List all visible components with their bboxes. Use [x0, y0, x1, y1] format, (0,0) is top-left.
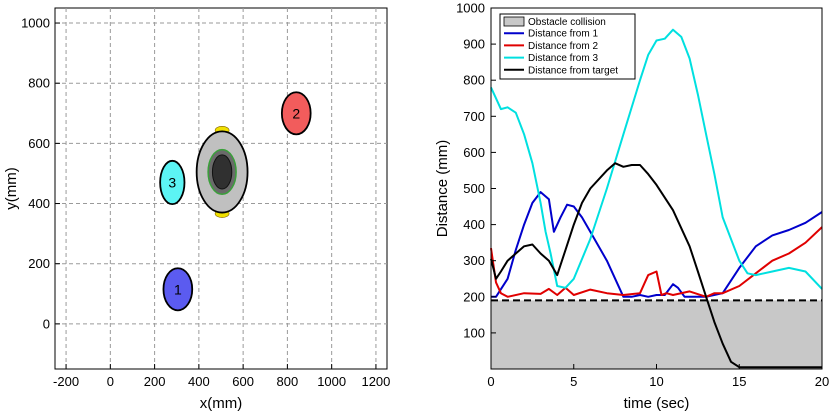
x-tick-label: 0	[107, 374, 114, 389]
y-tick-label: 0	[43, 316, 50, 331]
legend-obstacle-swatch	[503, 16, 525, 27]
robot-core	[211, 154, 233, 190]
series-distance-from-1	[491, 191, 823, 298]
x-tick-label: 800	[277, 374, 299, 389]
x-tick-label: -200	[53, 374, 79, 389]
distance-tick-label: 1000	[456, 1, 485, 16]
series-distance-from-2	[490, 226, 823, 298]
distance-tick-label: 200	[463, 289, 485, 304]
obstacle-collision-region	[491, 300, 822, 369]
y-tick-label: 400	[28, 196, 50, 211]
legend-label: Distance from 2	[528, 41, 598, 52]
series-distance-from-3	[490, 28, 823, 290]
y-tick-label: 1000	[21, 16, 50, 31]
workspace-map-ticks: -200 0 200 400 600 800 1000 1200 0 200 400 600 800 10…	[21, 16, 390, 389]
x-tick-label: 200	[144, 374, 166, 389]
x-tick-label: 600	[232, 374, 254, 389]
obstacle-1	[162, 267, 194, 312]
x-tick-label: 400	[188, 374, 210, 389]
legend-label: Distance from 3	[528, 53, 598, 64]
distance-tick-label: 100	[463, 325, 485, 340]
time-tick-label: 15	[732, 374, 746, 389]
obstacle-2	[280, 91, 312, 136]
distance-tick-label: 600	[463, 145, 485, 160]
obstacle-label-2: 2	[292, 105, 300, 121]
distance-tick-label: 400	[463, 217, 485, 232]
time-axis-label: time (sec)	[624, 395, 690, 412]
y-tick-label: 200	[28, 256, 50, 271]
time-tick-label: 5	[570, 374, 577, 389]
x-tick-label: 1000	[317, 374, 346, 389]
distance-chart: 0 5 10 15 201002003004005006007008009001000 …	[434, 1, 829, 413]
legend: Obstacle collision Distance from 1Distan…	[499, 13, 636, 80]
workspace-map-axes-frame	[54, 7, 388, 370]
series-distance-from-target	[490, 162, 822, 369]
time-tick-label: 0	[487, 374, 494, 389]
legend-obstacle-label: Obstacle collision	[528, 17, 606, 28]
x-tick-label: 1200	[361, 374, 390, 389]
y-axis-label: y(mm)	[3, 167, 20, 209]
distance-tick-label: 500	[463, 181, 485, 196]
distance-tick-label: 800	[463, 73, 485, 88]
distance-tick-label: 700	[463, 109, 485, 124]
distance-series-group	[490, 28, 823, 369]
time-tick-label: 20	[815, 374, 829, 389]
y-tick-label: 600	[28, 136, 50, 151]
y-tick-label: 800	[28, 76, 50, 91]
workspace-map-chart: -200 0 200 400 600 800 1000 1200 0 200 400 600 800 10…	[3, 7, 390, 412]
obstacle-3	[159, 159, 186, 206]
legend-label: Distance from 1	[528, 29, 598, 40]
time-tick-label: 10	[649, 374, 663, 389]
robot	[195, 126, 249, 218]
obstacle-label-3: 3	[168, 174, 176, 190]
obstacle-label-1: 1	[174, 281, 182, 297]
legend-label: Distance from target	[528, 65, 618, 76]
distance-tick-label: 900	[463, 37, 485, 52]
distance-axis-label: Distance (mm)	[434, 140, 451, 238]
distance-ticks: 0 5 10 15 20 100 200 300 400 500 600 700 800 900 1000	[456, 1, 829, 390]
x-axis-label: x(mm)	[200, 395, 242, 412]
workspace-map-objects: 1 2 3	[159, 91, 312, 312]
workspace-map-grid	[55, 8, 387, 369]
distance-tick-label: 300	[463, 253, 485, 268]
